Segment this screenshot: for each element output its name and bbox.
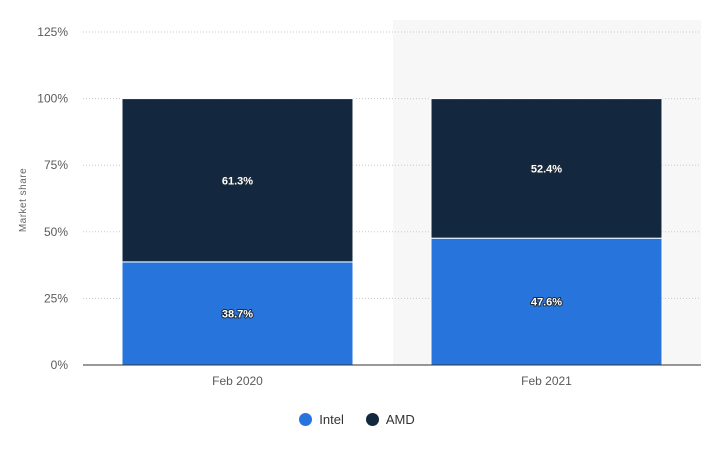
data-label-intel-0: 38.7% [222,308,253,320]
y-tick-label: 0% [51,358,69,372]
x-tick-label: Feb 2021 [521,374,572,388]
legend-dot-amd [365,413,379,426]
legend-dot-intel [299,413,313,426]
bars [121,98,663,366]
bar-amd-1 [430,98,663,239]
x-axis-ticks: Feb 2020 Feb 2021 [212,374,572,388]
y-tick-label: 125% [37,25,68,39]
legend-item-intel[interactable]: Intel [299,412,344,427]
legend-item-amd[interactable]: AMD [365,412,415,427]
y-axis-title: Market share [18,168,29,232]
data-labels: 38.7% 61.3% 47.6% 52.4% [221,162,563,321]
bar-intel-1 [430,237,663,366]
legend: Intel AMD [0,412,714,427]
legend-label-amd: AMD [385,412,415,427]
y-tick-label: 25% [44,291,68,305]
data-label-amd-0: 61.3% [222,175,253,187]
y-tick-label: 50% [44,225,68,239]
legend-label-intel: Intel [319,412,344,427]
y-tick-label: 75% [44,158,68,172]
y-axis-ticks: 0% 25% 50% 75% 100% 125% [37,25,68,372]
bar-amd-0 [121,98,354,263]
data-label-intel-1: 47.6% [531,297,562,309]
data-label-amd-1: 52.4% [531,163,562,175]
x-tick-label: Feb 2020 [212,374,263,388]
y-tick-label: 100% [37,92,68,106]
